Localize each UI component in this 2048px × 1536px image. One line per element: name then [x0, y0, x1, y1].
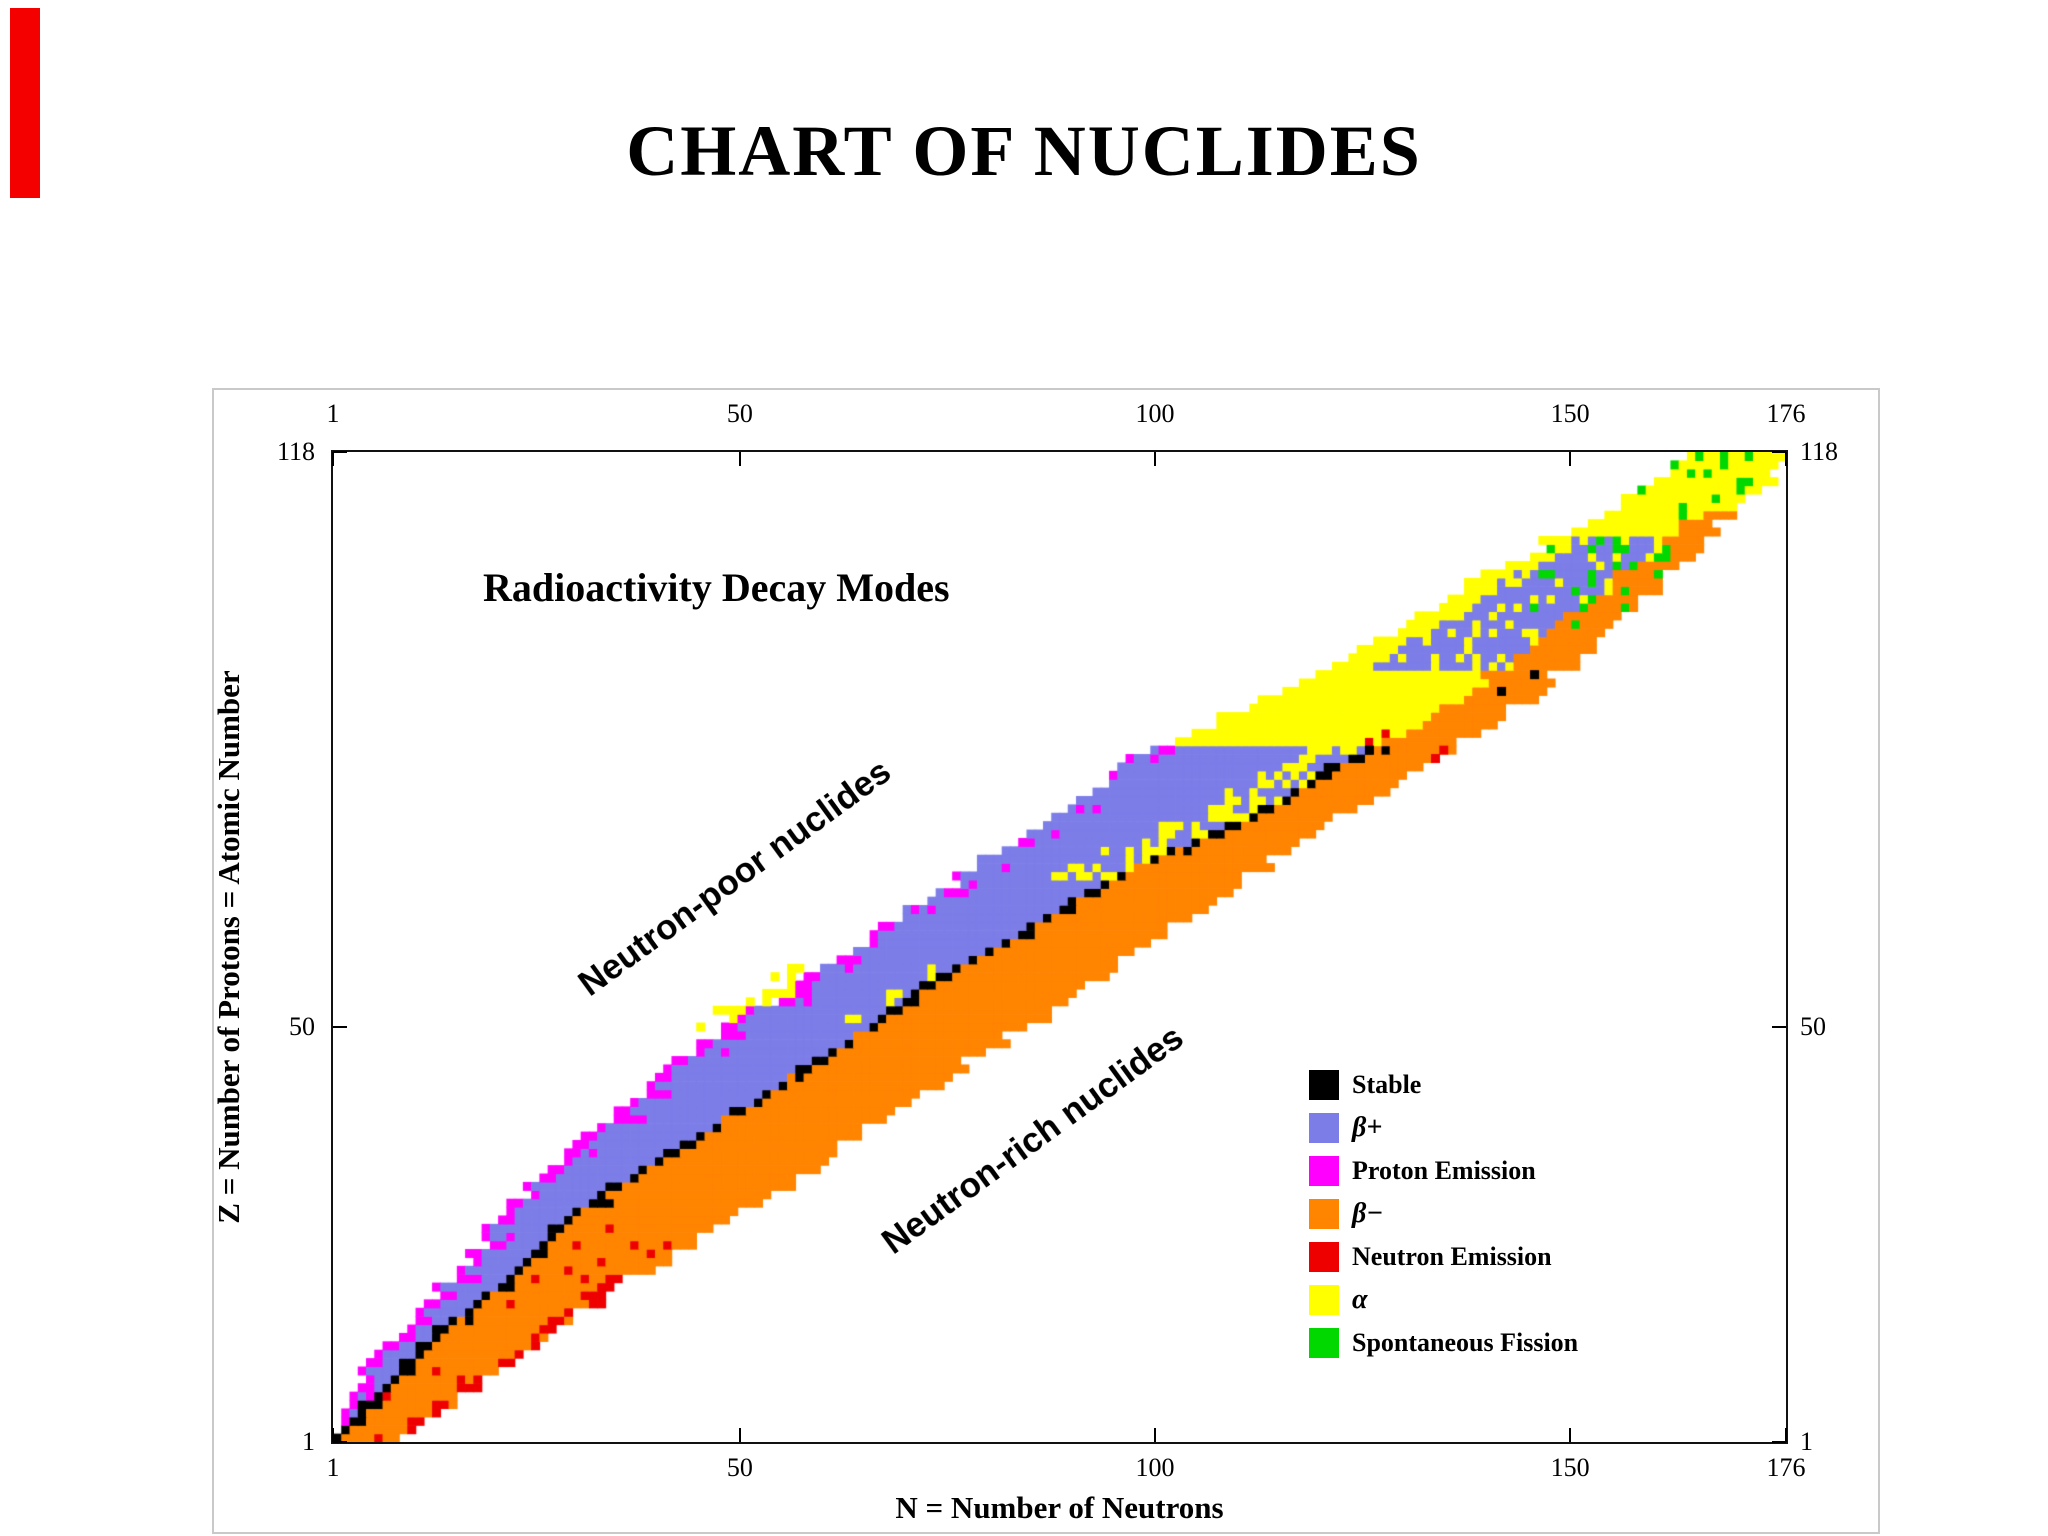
- x-axis-tick-label: 150: [1550, 1453, 1590, 1482]
- y-axis-tick-label: 50: [289, 1012, 315, 1042]
- y-axis-tick-label: 118: [1800, 437, 1839, 466]
- y-axis-tick-mark: [1772, 1026, 1786, 1029]
- plot-title: Radioactivity Decay Modes: [483, 565, 950, 610]
- legend-item-alpha: α: [1309, 1284, 1578, 1315]
- legend-label-beta_plus: β+: [1352, 1112, 1383, 1143]
- y-axis-tick-label: 1: [302, 1427, 315, 1456]
- legend-label-neutron_emission: Neutron Emission: [1352, 1242, 1552, 1271]
- legend-swatch-spontaneous_fission: [1309, 1328, 1339, 1358]
- x-axis-tick-label: 1: [326, 399, 340, 428]
- x-axis-tick-label: 50: [726, 399, 753, 428]
- legend-swatch-proton_emission: [1309, 1156, 1339, 1186]
- x-axis-tick-label: 176: [1766, 1453, 1806, 1482]
- legend-label-spontaneous_fission: Spontaneous Fission: [1352, 1328, 1579, 1357]
- y-axis-tick-label: 1: [1800, 1427, 1813, 1456]
- y-axis-tick-label: 118: [276, 437, 315, 466]
- y-axis-tick-mark: [333, 451, 347, 453]
- x-axis-tick-mark: [738, 1428, 741, 1442]
- x-axis-tick-mark: [1569, 452, 1572, 466]
- legend-item-proton_emission: Proton Emission: [1309, 1156, 1578, 1186]
- red-stripe-decoration: [10, 8, 40, 198]
- legend-label-beta_minus: β−: [1352, 1198, 1384, 1229]
- x-axis-tick-mark: [332, 1428, 334, 1442]
- legend-swatch-stable: [1309, 1070, 1339, 1100]
- legend-item-stable: Stable: [1309, 1070, 1578, 1100]
- y-axis-tick-mark: [1772, 1441, 1786, 1443]
- legend-label-proton_emission: Proton Emission: [1352, 1156, 1536, 1185]
- x-axis-title: N = Number of Neutrons: [895, 1490, 1224, 1525]
- x-axis-tick-mark: [1153, 452, 1156, 466]
- x-axis-tick-label: 50: [726, 1453, 753, 1482]
- x-axis-tick-label: 176: [1766, 399, 1806, 428]
- legend-item-beta_plus: β+: [1309, 1112, 1578, 1143]
- nuclide-chart-figure: Radioactivity Decay Modes Neutron-poor n…: [211, 388, 1880, 1534]
- legend-swatch-neutron_emission: [1309, 1242, 1339, 1272]
- y-axis-tick-mark: [1772, 451, 1786, 453]
- plot-area: Radioactivity Decay Modes Neutron-poor n…: [211, 400, 1838, 1526]
- x-axis-tick-mark: [1153, 1428, 1156, 1442]
- legend: Stable β+ Proton Emission β− Neutron Emissio…: [1309, 1070, 1578, 1358]
- x-axis-tick-mark: [1785, 452, 1787, 466]
- page-title: CHART OF NUCLIDES: [626, 111, 1422, 191]
- x-axis-tick-label: 100: [1135, 1453, 1175, 1482]
- y-axis-tick-label: 50: [1800, 1012, 1826, 1042]
- y-axis-title: Z = Number of Protons = Atomic Number: [211, 670, 246, 1224]
- x-axis-tick-mark: [738, 452, 741, 466]
- y-axis-tick-mark: [333, 1441, 347, 1443]
- y-axis-tick-mark: [333, 1026, 347, 1029]
- legend-item-spontaneous_fission: Spontaneous Fission: [1309, 1328, 1578, 1358]
- nuclide-heatmap-canvas: [333, 452, 1786, 1442]
- x-axis-tick-mark: [1785, 1428, 1787, 1442]
- x-axis-tick-label: 1: [326, 1453, 340, 1482]
- x-axis-tick-mark: [1569, 1428, 1572, 1442]
- legend-swatch-beta_minus: [1309, 1199, 1339, 1229]
- legend-swatch-beta_plus: [1309, 1113, 1339, 1143]
- legend-item-beta_minus: β−: [1309, 1198, 1578, 1229]
- x-axis-tick-label: 100: [1135, 399, 1175, 428]
- legend-label-stable: Stable: [1352, 1070, 1422, 1099]
- legend-label-alpha: α: [1352, 1284, 1368, 1315]
- legend-swatch-alpha: [1309, 1285, 1339, 1315]
- legend-item-neutron_emission: Neutron Emission: [1309, 1242, 1578, 1272]
- x-axis-tick-label: 150: [1550, 399, 1590, 428]
- x-axis-tick-mark: [332, 452, 334, 466]
